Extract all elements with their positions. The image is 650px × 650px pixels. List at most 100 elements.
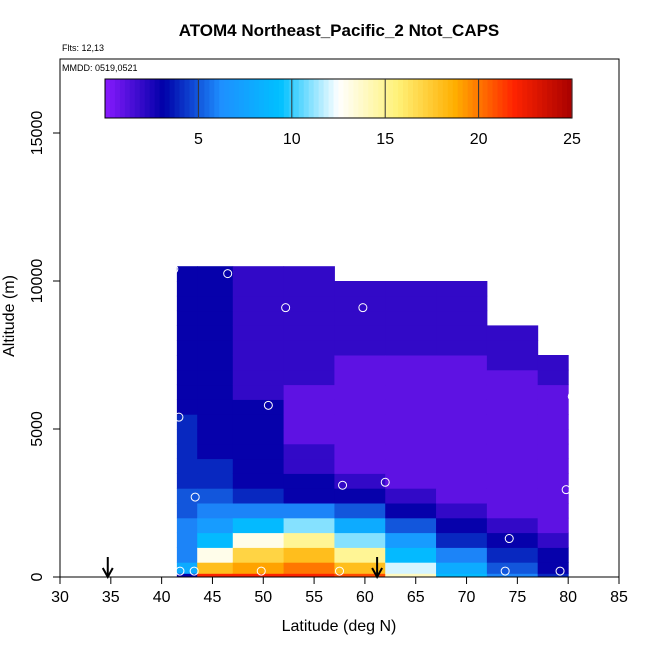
heatmap-cell: [197, 532, 234, 548]
heatmap-cell: [436, 573, 488, 578]
colorbar-segment: [472, 79, 479, 118]
colorbar-segment: [417, 79, 424, 118]
heatmap-cell: [436, 281, 488, 297]
heatmap-cell: [334, 325, 386, 341]
colorbar-segment: [263, 79, 270, 118]
heatmap-cell: [436, 532, 488, 548]
colorbar-segment: [109, 79, 116, 118]
heatmap-cell: [486, 562, 539, 574]
colorbar-segment: [129, 79, 136, 118]
colorbar-segment: [144, 79, 151, 118]
sample-point: [223, 269, 233, 279]
heatmap: [176, 266, 569, 578]
colorbar-segment: [229, 79, 235, 118]
colorbar-segment: [552, 79, 558, 118]
colorbar-segment: [383, 79, 389, 118]
colorbar-segment: [348, 79, 355, 118]
heatmap-cell: [385, 369, 437, 386]
heatmap-cell: [537, 573, 569, 578]
heatmap-cell: [537, 488, 569, 504]
colorbar-segment: [224, 79, 230, 118]
heatmap-cell: [197, 281, 234, 297]
heatmap-cell: [283, 325, 335, 341]
heatmap-cell: [283, 429, 335, 445]
heatmap-cell: [176, 295, 198, 312]
colorbar-segment: [378, 79, 384, 118]
heatmap-cell: [283, 488, 335, 504]
colorbar-segment: [119, 79, 126, 118]
colorbar-segment: [283, 79, 290, 118]
heatmap-cell: [436, 340, 488, 356]
heatmap-cell: [486, 443, 539, 460]
heatmap-cell: [436, 458, 488, 474]
heatmap-cell: [232, 503, 285, 519]
heatmap-cell: [334, 573, 386, 578]
colorbar-segment: [254, 79, 260, 118]
heatmap-cell: [385, 429, 437, 445]
colorbar-segment: [174, 79, 181, 118]
x-axis-label: Latitude (deg N): [282, 618, 397, 635]
heatmap-cell: [436, 325, 488, 341]
heatmap-cell: [283, 562, 335, 574]
colorbar-segment: [114, 79, 121, 118]
colorbar-segment: [567, 79, 573, 118]
heatmap-cell: [385, 443, 437, 460]
colorbar-segment: [368, 79, 374, 118]
heatmap-cell: [334, 310, 386, 326]
heatmap-cell: [176, 340, 198, 356]
heatmap-cell: [176, 473, 198, 489]
heatmap-cell: [486, 369, 539, 386]
heatmap-cell: [232, 517, 285, 534]
colorbar-segment: [239, 79, 245, 118]
colorbar-segment: [293, 79, 300, 118]
heatmap-cell: [283, 295, 335, 312]
heatmap-cell: [385, 325, 437, 341]
heatmap-cell: [176, 414, 198, 430]
colorbar-segment: [259, 79, 265, 118]
heatmap-cell: [232, 369, 285, 386]
colorbar-segment: [537, 79, 543, 118]
y-tick-label: 0: [29, 572, 46, 581]
heatmap-cell: [176, 369, 198, 386]
heatmap-cell: [537, 369, 569, 386]
heatmap-cell: [232, 473, 285, 489]
colorbar-segment: [517, 79, 523, 118]
sample-point: [174, 412, 184, 422]
sample-point: [169, 264, 179, 274]
heatmap-cell: [537, 355, 569, 371]
heatmap-cell: [334, 473, 386, 489]
heatmap-cell: [385, 310, 437, 326]
heatmap-cell: [436, 562, 488, 574]
heatmap-cell: [385, 281, 437, 297]
colorbar-segment: [487, 79, 494, 118]
heatmap-cell: [385, 295, 437, 312]
heatmap-cell: [486, 414, 539, 430]
heatmap-cell: [197, 384, 234, 400]
heatmap-cell: [486, 340, 539, 356]
heatmap-cell: [334, 429, 386, 445]
heatmap-cell: [436, 310, 488, 326]
heatmap-cell: [486, 429, 539, 445]
heatmap-cell: [232, 532, 285, 548]
colorbar-segment: [214, 79, 220, 118]
heatmap-cell: [283, 340, 335, 356]
sample-point: [175, 566, 185, 576]
heatmap-cell: [197, 295, 234, 312]
colorbar-segment: [249, 79, 255, 118]
sample-point: [567, 391, 577, 401]
heatmap-cell: [197, 503, 234, 519]
colorbar-segment: [547, 79, 553, 118]
colorbar-segment: [447, 79, 454, 118]
heatmap-cell: [197, 340, 234, 356]
heatmap-cell: [283, 355, 335, 371]
x-tick-label: 60: [356, 589, 374, 606]
heatmap-cell: [283, 281, 335, 297]
heatmap-cell: [537, 414, 569, 430]
y-tick-label: 15000: [29, 111, 46, 156]
colorbar-segment: [149, 79, 156, 118]
plot-frame: [59, 58, 620, 578]
heatmap-cell: [232, 355, 285, 371]
heatmap-cell: [385, 458, 437, 474]
heatmap-cell: [436, 503, 488, 519]
